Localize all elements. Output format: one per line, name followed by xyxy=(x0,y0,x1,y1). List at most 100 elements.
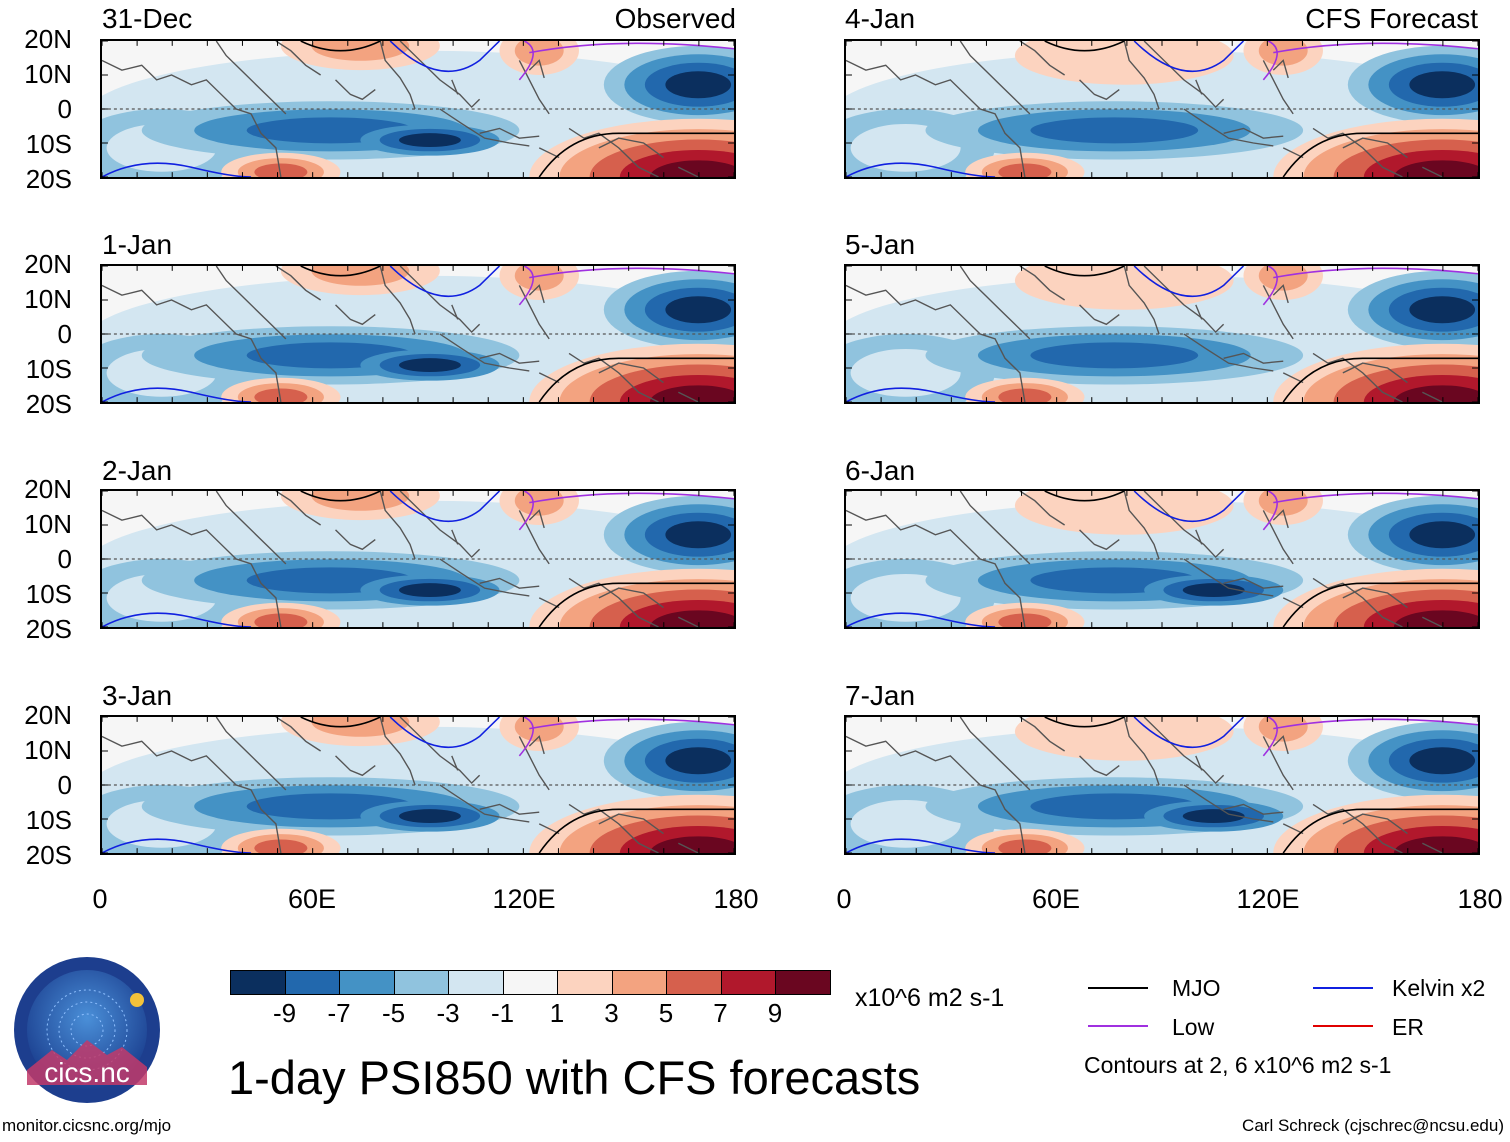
footer-right[interactable]: Carl Schreck (cjschrec@ncsu.edu) xyxy=(1242,1116,1504,1135)
colorbar-label: 7 xyxy=(713,998,728,1028)
psi-negative-band xyxy=(1030,117,1199,144)
contours-note: Contours at 2, 6 x10^6 m2 s-1 xyxy=(1084,1052,1392,1078)
map-panel-fc-0 xyxy=(844,39,1480,179)
main-title: 1-day PSI850 with CFS forecasts xyxy=(228,1051,921,1104)
axis-ticks xyxy=(846,41,1478,177)
psi-pacific-negative xyxy=(665,71,732,99)
psi-negative-core xyxy=(399,358,461,372)
psi-positive-philippines xyxy=(1258,41,1308,66)
observed-label: Observed xyxy=(614,3,736,34)
mjo-contour xyxy=(1282,582,1478,627)
kelvin-contour xyxy=(1133,717,1245,749)
psi-positive-north xyxy=(311,717,410,737)
mjo-contour xyxy=(300,266,381,277)
psi-pacific-negative xyxy=(665,296,732,324)
panel-title-obs-1: 1-Jan xyxy=(102,229,173,260)
colorbar-swatch xyxy=(339,970,395,995)
psi-positive-southeast xyxy=(1393,836,1478,853)
colorbar-swatch xyxy=(502,970,559,995)
low-contour xyxy=(518,41,534,81)
legend-mjo-line xyxy=(1088,987,1148,989)
psi-positive-north xyxy=(311,41,410,61)
psi-positive-north xyxy=(1014,41,1234,85)
psi-positive-southeast xyxy=(1393,385,1478,402)
kelvin-contour xyxy=(846,387,996,402)
psi-positive-south xyxy=(254,613,308,627)
lon-label-0-right: 0 xyxy=(836,884,852,914)
lat-label: 10N xyxy=(24,509,72,539)
coastlines xyxy=(102,491,699,627)
mjo-contour xyxy=(300,41,381,52)
psi-positive-southeast xyxy=(649,385,734,402)
kelvin-contour xyxy=(1133,266,1245,298)
lat-label: 0 xyxy=(57,319,72,349)
colorbar-swatch xyxy=(666,970,722,995)
legend-low-line xyxy=(1088,1025,1148,1027)
psi-positive-south xyxy=(998,613,1052,627)
low-contour xyxy=(518,266,534,306)
colorbar-label: -1 xyxy=(490,998,515,1028)
panel-title-fc-1: 5-Jan xyxy=(845,229,916,260)
psi-pacific-negative xyxy=(665,521,732,549)
colorbar-swatch xyxy=(557,970,613,995)
psi-pacific-negative xyxy=(1409,521,1476,549)
lat-label: 10S xyxy=(25,354,72,384)
psi-positive-southeast xyxy=(1393,160,1478,177)
lon-label-180-right: 180 xyxy=(1457,884,1503,914)
mjo-contour xyxy=(1044,41,1125,52)
kelvin-contour xyxy=(846,162,996,177)
kelvin-contour xyxy=(389,266,501,298)
coastlines xyxy=(846,717,1443,853)
lat-label: 10N xyxy=(24,59,72,89)
low-contour xyxy=(1262,717,1278,757)
colorbar-swatch xyxy=(230,970,286,995)
lat-label: 10S xyxy=(25,129,72,159)
low-contour xyxy=(1262,41,1278,81)
map-panel-fc-1 xyxy=(844,264,1480,404)
legend-er-line xyxy=(1313,1025,1373,1027)
lat-label: 20S xyxy=(25,840,72,870)
mjo-contour xyxy=(1282,357,1478,402)
psi-positive-north xyxy=(311,491,410,511)
map-panel-fc-2 xyxy=(844,489,1480,629)
footer-left[interactable]: monitor.cicsnc.org/mjo xyxy=(2,1116,172,1135)
axis-ticks xyxy=(102,717,734,853)
lat-label: 20N xyxy=(24,474,72,504)
psi-positive-south xyxy=(254,163,308,177)
colorbar-label: 1 xyxy=(549,998,565,1028)
low-contour xyxy=(1273,492,1478,504)
lat-label: 20N xyxy=(24,249,72,279)
psi-negative-core xyxy=(399,583,461,597)
kelvin-contour xyxy=(102,612,252,627)
panel-title-fc-3: 7-Jan xyxy=(845,680,916,711)
colorbar-label: -3 xyxy=(436,998,460,1028)
psi-positive-south xyxy=(998,388,1052,402)
mjo-contour xyxy=(1044,266,1125,277)
panel-title-fc-2: 6-Jan xyxy=(845,455,916,486)
lat-label: 20S xyxy=(25,389,72,419)
mjo-contour xyxy=(300,717,381,728)
legend-mjo: MJO xyxy=(1172,975,1221,1001)
logo-text: cics.nc xyxy=(44,1057,130,1088)
psi-negative-core xyxy=(399,809,461,823)
lat-label: 10N xyxy=(24,735,72,765)
low-contour xyxy=(1273,42,1478,54)
psi-pacific-negative xyxy=(665,747,732,775)
kelvin-contour xyxy=(389,717,501,749)
map-panel-obs-3 xyxy=(100,715,736,855)
lat-label: 0 xyxy=(57,770,72,800)
forecast-label: CFS Forecast xyxy=(1305,3,1478,34)
axis-ticks xyxy=(102,41,734,177)
legend-er: ER xyxy=(1392,1014,1424,1040)
lon-label-0-left: 0 xyxy=(92,884,108,914)
colorbar-units: x10^6 m2 s-1 xyxy=(855,984,1005,1012)
mjo-contour xyxy=(300,491,381,502)
map-panel-obs-1 xyxy=(100,264,736,404)
axis-ticks xyxy=(102,491,734,627)
psi-negative-core xyxy=(1182,583,1245,597)
kelvin-contour xyxy=(1133,41,1245,73)
psi-negative-core xyxy=(399,133,461,147)
axis-ticks xyxy=(102,266,734,402)
map-panel-fc-3 xyxy=(844,715,1480,855)
colorbar-label: 5 xyxy=(658,998,674,1028)
